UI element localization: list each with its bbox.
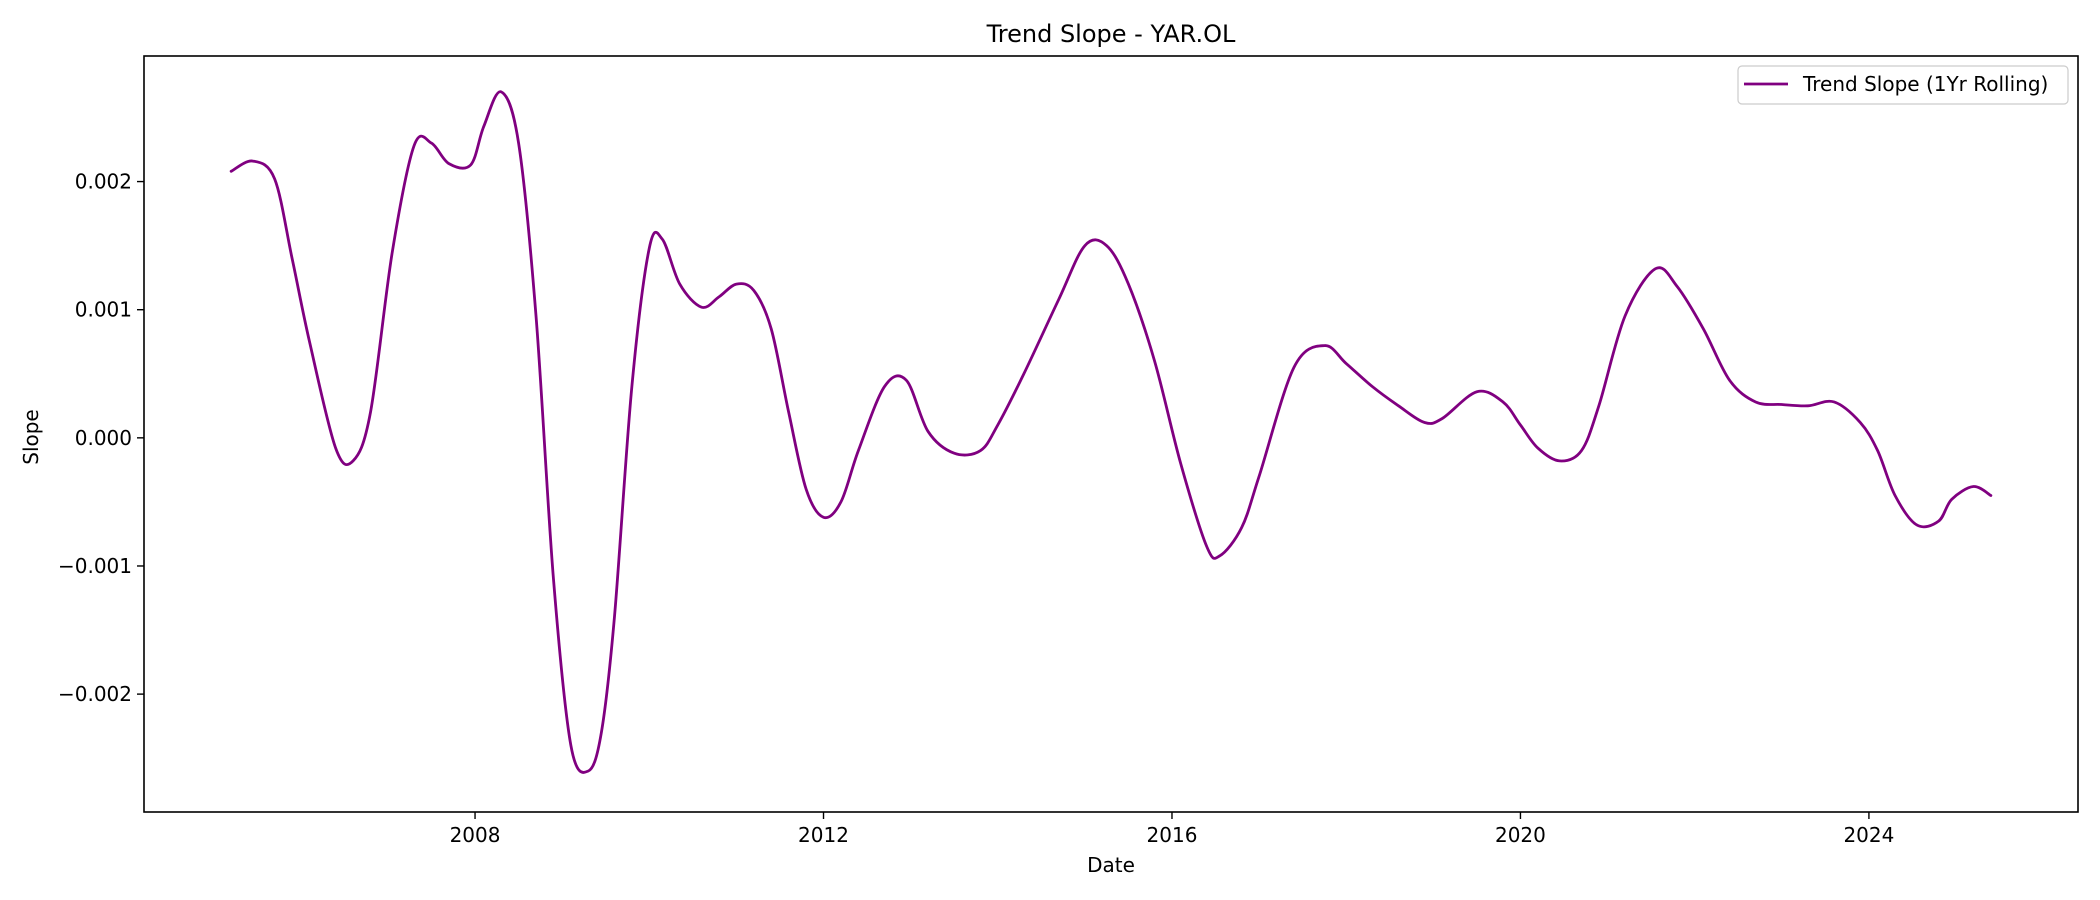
x-tick-label: 2020 bbox=[1495, 823, 1546, 847]
y-tick-label: 0.002 bbox=[75, 170, 132, 194]
chart-title: Trend Slope - YAR.OL bbox=[986, 20, 1236, 48]
y-tick-label: −0.001 bbox=[58, 554, 132, 578]
x-tick-label: 2016 bbox=[1147, 823, 1198, 847]
x-axis-label: Date bbox=[1087, 853, 1135, 877]
y-axis-label: Slope bbox=[19, 409, 43, 465]
axes-ticks: 2008 2012 2016 2020 2024 −0.002 −0.001 0.000 0.0… bbox=[58, 55, 2079, 847]
legend-label: Trend Slope (1Yr Rolling) bbox=[1802, 72, 2048, 96]
y-tick-label: 0.001 bbox=[75, 298, 132, 322]
x-tick-label: 2024 bbox=[1843, 823, 1894, 847]
plot-area bbox=[229, 90, 1993, 774]
y-tick-label: 0.000 bbox=[75, 426, 132, 450]
x-tick-label: 2012 bbox=[798, 823, 849, 847]
series-line-0 bbox=[229, 90, 1993, 774]
legend: Trend Slope (1Yr Rolling) bbox=[1737, 65, 2069, 105]
axes-frame bbox=[143, 55, 2079, 813]
x-tick-label: 2008 bbox=[450, 823, 501, 847]
y-tick-label: −0.002 bbox=[58, 682, 132, 706]
legend-box bbox=[1737, 65, 2069, 105]
